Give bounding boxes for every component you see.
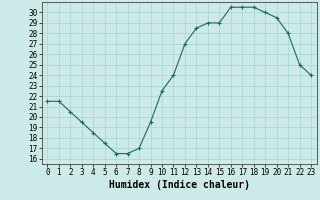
X-axis label: Humidex (Indice chaleur): Humidex (Indice chaleur) <box>109 180 250 190</box>
